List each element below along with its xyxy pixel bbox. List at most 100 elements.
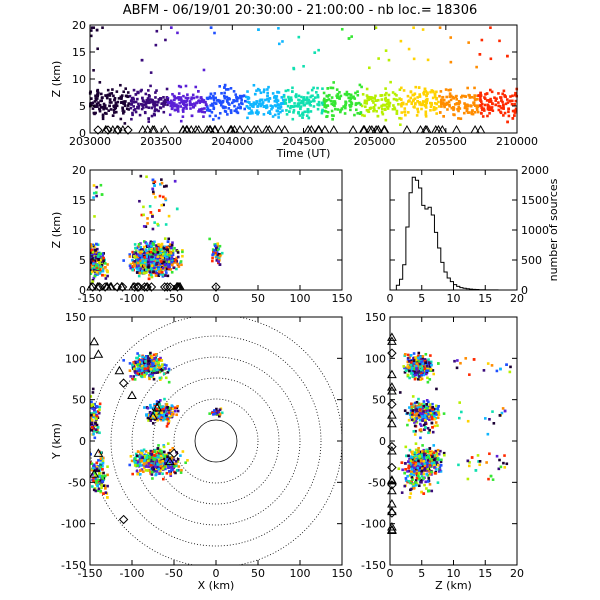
source-point bbox=[386, 107, 390, 110]
source-point bbox=[163, 416, 166, 419]
source-point bbox=[171, 410, 174, 414]
source-point bbox=[437, 105, 441, 108]
source-point bbox=[491, 410, 494, 413]
source-point bbox=[373, 103, 377, 107]
source-point bbox=[316, 93, 320, 97]
source-point bbox=[211, 259, 214, 263]
source-point bbox=[293, 102, 296, 105]
source-point bbox=[157, 266, 160, 269]
source-point bbox=[413, 452, 416, 456]
source-point bbox=[99, 183, 103, 187]
source-point bbox=[129, 262, 133, 266]
source-point bbox=[96, 247, 99, 251]
source-point bbox=[365, 102, 369, 105]
source-point bbox=[514, 107, 518, 111]
source-point bbox=[138, 366, 141, 370]
source-point bbox=[150, 356, 154, 359]
source-point bbox=[90, 419, 92, 423]
source-point bbox=[137, 269, 141, 272]
source-point bbox=[173, 108, 177, 112]
source-point bbox=[103, 474, 107, 478]
source-point bbox=[164, 467, 167, 471]
source-point bbox=[342, 105, 345, 108]
source-point bbox=[163, 262, 167, 265]
source-point bbox=[141, 361, 144, 365]
source-point bbox=[148, 270, 152, 274]
source-point bbox=[406, 111, 410, 114]
source-point bbox=[317, 48, 320, 52]
source-point bbox=[425, 487, 428, 490]
source-point bbox=[213, 412, 217, 415]
source-point bbox=[93, 465, 96, 468]
time-height-ticks: 203000 203500 204000 204500 205000 205500 2100… bbox=[69, 19, 538, 148]
source-point bbox=[384, 118, 388, 122]
source-point bbox=[288, 100, 291, 104]
source-point bbox=[148, 273, 151, 277]
source-point bbox=[284, 102, 288, 105]
source-point bbox=[162, 462, 165, 465]
range-ring bbox=[131, 356, 301, 526]
source-point bbox=[513, 111, 517, 114]
source-point bbox=[133, 254, 136, 258]
source-point bbox=[400, 101, 404, 105]
source-point bbox=[473, 94, 476, 97]
source-point bbox=[489, 26, 492, 29]
source-point bbox=[159, 251, 163, 255]
source-point bbox=[254, 111, 258, 114]
source-point bbox=[375, 109, 378, 113]
source-point bbox=[404, 479, 408, 482]
source-point bbox=[159, 258, 162, 262]
source-point bbox=[466, 103, 469, 107]
source-point bbox=[297, 111, 300, 115]
source-point bbox=[273, 113, 277, 117]
source-point bbox=[153, 180, 157, 184]
source-point bbox=[294, 93, 298, 96]
source-point bbox=[168, 459, 172, 463]
source-point bbox=[241, 94, 245, 98]
source-point bbox=[90, 248, 94, 252]
source-point bbox=[93, 471, 97, 475]
source-point bbox=[133, 264, 136, 268]
source-point bbox=[206, 105, 209, 108]
source-point bbox=[214, 96, 217, 100]
source-point bbox=[469, 104, 473, 108]
source-point bbox=[220, 411, 224, 415]
source-point bbox=[162, 185, 166, 188]
source-point bbox=[450, 106, 454, 110]
source-point bbox=[417, 377, 420, 381]
source-point bbox=[147, 244, 150, 248]
source-point bbox=[395, 94, 398, 97]
source-point bbox=[154, 465, 157, 469]
source-point bbox=[151, 459, 154, 463]
source-point bbox=[507, 107, 510, 111]
source-point bbox=[220, 91, 223, 95]
source-point bbox=[335, 94, 339, 98]
source-point bbox=[155, 244, 158, 247]
source-point bbox=[119, 83, 122, 87]
station-triangle bbox=[475, 124, 486, 134]
x-tick-label: 0 bbox=[213, 292, 220, 305]
source-point bbox=[478, 460, 482, 463]
source-point bbox=[212, 106, 216, 110]
source-point bbox=[340, 107, 344, 111]
source-point bbox=[424, 90, 428, 93]
source-point bbox=[96, 273, 99, 276]
y-tick-label: 0 bbox=[79, 127, 86, 140]
source-point bbox=[158, 194, 162, 198]
source-point bbox=[363, 101, 367, 105]
source-point bbox=[162, 410, 165, 413]
source-point bbox=[113, 98, 116, 102]
source-point bbox=[285, 109, 288, 112]
source-point bbox=[92, 191, 96, 195]
source-point bbox=[292, 109, 296, 112]
source-point bbox=[395, 112, 399, 115]
source-point bbox=[206, 108, 209, 112]
source-point bbox=[158, 245, 161, 248]
source-point bbox=[135, 373, 138, 377]
source-point bbox=[142, 454, 145, 457]
source-point bbox=[97, 469, 100, 473]
source-point bbox=[384, 87, 387, 90]
x-tick-label: -50 bbox=[165, 292, 183, 305]
source-point bbox=[173, 179, 177, 183]
